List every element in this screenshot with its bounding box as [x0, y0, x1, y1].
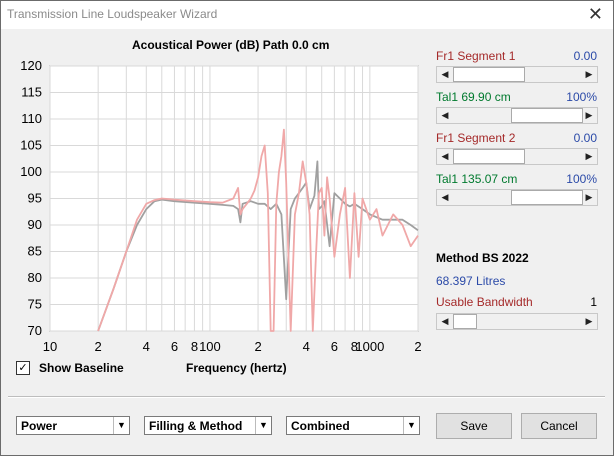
taper2-label: Tal1 135.07 cm	[436, 172, 518, 186]
save-button[interactable]: Save	[436, 413, 512, 439]
scroll-left-icon[interactable]: ◀	[441, 151, 449, 161]
combined-select-value: Combined	[291, 419, 350, 433]
segment2-value: 0.00	[573, 131, 597, 145]
close-icon[interactable]: ✕	[587, 4, 603, 24]
x-tick-label: 1000	[355, 339, 384, 354]
power-select-value: Power	[21, 419, 58, 433]
scroll-right-icon[interactable]: ▶	[585, 192, 593, 202]
filling-method-select-value: Filling & Method	[149, 419, 243, 433]
x-tick-label: 2	[254, 339, 261, 354]
segment2-label: Fr1 Segment 2	[436, 131, 516, 145]
segment1-label: Fr1 Segment 1	[436, 49, 516, 63]
show-baseline-toggle[interactable]: ✓ Show Baseline	[16, 361, 124, 375]
response-series-line	[97, 128, 419, 332]
slider-thumb[interactable]	[453, 149, 525, 164]
taper2-slider[interactable]: ◀ ▶	[436, 189, 598, 206]
x-tick-label: 6	[331, 339, 338, 354]
chevron-down-icon[interactable]: ▼	[403, 417, 419, 434]
x-tick-label: 6	[171, 339, 178, 354]
combined-select[interactable]: Combined ▼	[286, 416, 420, 435]
taper2-value: 100%	[566, 172, 597, 186]
scroll-right-icon[interactable]: ▶	[585, 151, 593, 161]
y-tick-label: 115	[21, 85, 42, 100]
x-tick-label: 2	[414, 339, 421, 354]
x-tick-label: 4	[303, 339, 310, 354]
filling-method-select[interactable]: Filling & Method ▼	[144, 416, 272, 435]
bandwidth-value: 1	[590, 295, 597, 309]
volume-label: 68.397 Litres	[436, 274, 506, 288]
method-label: Method BS 2022	[436, 251, 529, 265]
x-tick-label: 4	[143, 339, 150, 354]
taper1-value: 100%	[566, 90, 597, 104]
slider-thumb[interactable]	[511, 108, 583, 123]
scroll-right-icon[interactable]: ▶	[585, 69, 593, 79]
segment1-slider[interactable]: ◀ ▶	[436, 66, 598, 83]
checkmark-icon[interactable]: ✓	[16, 361, 30, 375]
y-tick-label: 85	[28, 244, 42, 259]
scroll-left-icon[interactable]: ◀	[441, 69, 449, 79]
scroll-left-icon[interactable]: ◀	[441, 110, 449, 120]
y-tick-label: 75	[28, 297, 42, 312]
taper1-slider[interactable]: ◀ ▶	[436, 107, 598, 124]
y-tick-label: 95	[28, 191, 42, 206]
x-tick-label: 8	[191, 339, 198, 354]
x-axis-label: Frequency (hertz)	[186, 361, 287, 375]
bandwidth-label: Usable Bandwidth	[436, 295, 533, 309]
window-title: Transmission Line Loudspeaker Wizard	[7, 7, 218, 21]
x-tick-label: 100	[199, 339, 221, 354]
title-bar: Transmission Line Loudspeaker Wizard ✕	[1, 1, 613, 29]
scroll-left-icon[interactable]: ◀	[441, 316, 449, 326]
divider	[8, 396, 605, 398]
slider-thumb[interactable]	[453, 67, 525, 82]
plot-series	[97, 128, 419, 332]
power-select[interactable]: Power ▼	[16, 416, 130, 435]
y-tick-label: 100	[20, 164, 42, 179]
y-tick-label: 70	[28, 323, 42, 338]
scroll-left-icon[interactable]: ◀	[441, 192, 449, 202]
segment1-value: 0.00	[573, 49, 597, 63]
scroll-right-icon[interactable]: ▶	[585, 316, 593, 326]
x-tick-label: 2	[95, 339, 102, 354]
cancel-button[interactable]: Cancel	[521, 413, 597, 439]
chevron-down-icon[interactable]: ▼	[113, 417, 129, 434]
y-tick-label: 110	[21, 111, 42, 126]
y-tick-labels: 70 75 80 85 90 95 100 105 110 115 120	[20, 58, 42, 338]
slider-thumb[interactable]	[453, 314, 477, 329]
taper1-label: Tal1 69.90 cm	[436, 90, 511, 104]
y-tick-label: 80	[28, 270, 42, 285]
slider-thumb[interactable]	[511, 190, 583, 205]
y-tick-label: 105	[20, 138, 42, 153]
chart-title: Acoustical Power (dB) Path 0.0 cm	[132, 38, 330, 52]
x-tick-label: 10	[43, 339, 57, 354]
chevron-down-icon[interactable]: ▼	[255, 417, 271, 434]
x-tick-label: 8	[351, 339, 358, 354]
scroll-right-icon[interactable]: ▶	[585, 110, 593, 120]
y-tick-label: 90	[28, 217, 42, 232]
show-baseline-label: Show Baseline	[39, 361, 124, 375]
bandwidth-slider[interactable]: ◀ ▶	[436, 313, 598, 330]
y-tick-label: 120	[20, 58, 42, 73]
segment2-slider[interactable]: ◀ ▶	[436, 148, 598, 165]
